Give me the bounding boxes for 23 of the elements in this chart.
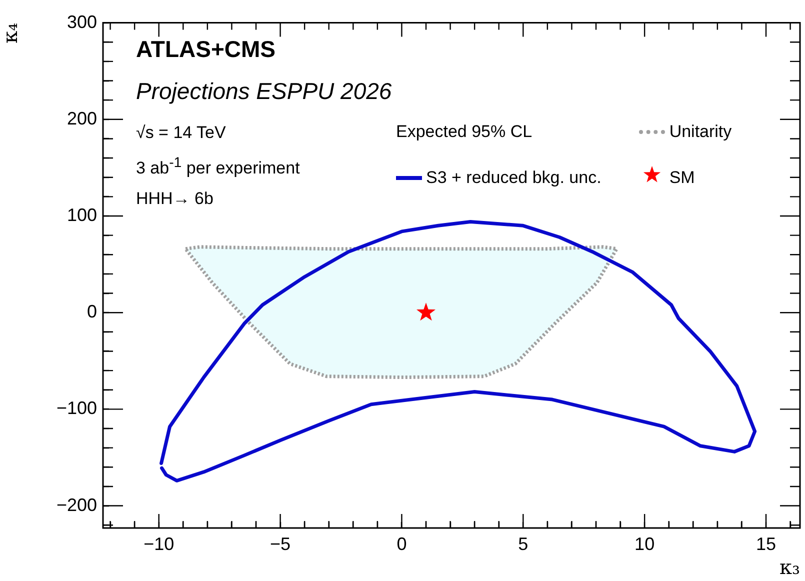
y-tick-label: 200 bbox=[66, 108, 97, 128]
x-tick-label: −10 bbox=[144, 534, 174, 554]
legend-label: Unitarity bbox=[669, 122, 732, 142]
annotation: Projections ESPPU 2026 bbox=[136, 77, 392, 106]
x-tick-label: 10 bbox=[634, 534, 655, 554]
x-axis-title: κ₃ bbox=[779, 555, 800, 580]
y-tick-label: 100 bbox=[66, 204, 97, 225]
x-tick-label: −5 bbox=[270, 534, 291, 554]
y-axis-title: κ₄ bbox=[0, 22, 22, 44]
y-tick-label: −200 bbox=[56, 494, 97, 515]
x-tick-label: 5 bbox=[518, 534, 528, 554]
annotation: ATLAS+CMS bbox=[136, 35, 276, 64]
y-tick-label: −100 bbox=[56, 398, 97, 418]
x-tick-label: 15 bbox=[756, 534, 776, 554]
annotation: 3 ab$^{-1}$ per experiment bbox=[136, 154, 301, 180]
y-tick-label: 0 bbox=[86, 302, 97, 322]
annotation: HHH→ 6b bbox=[136, 188, 214, 210]
legend-label: SM bbox=[669, 168, 695, 188]
legend-label: S3 + reduced bkg. unc. bbox=[426, 168, 602, 188]
x-tick-label: 0 bbox=[396, 534, 407, 554]
annotation: √s = 14 TeV bbox=[136, 122, 227, 144]
legend-title: Expected 95% CL bbox=[396, 122, 534, 142]
y-tick-label: 300 bbox=[66, 12, 97, 32]
